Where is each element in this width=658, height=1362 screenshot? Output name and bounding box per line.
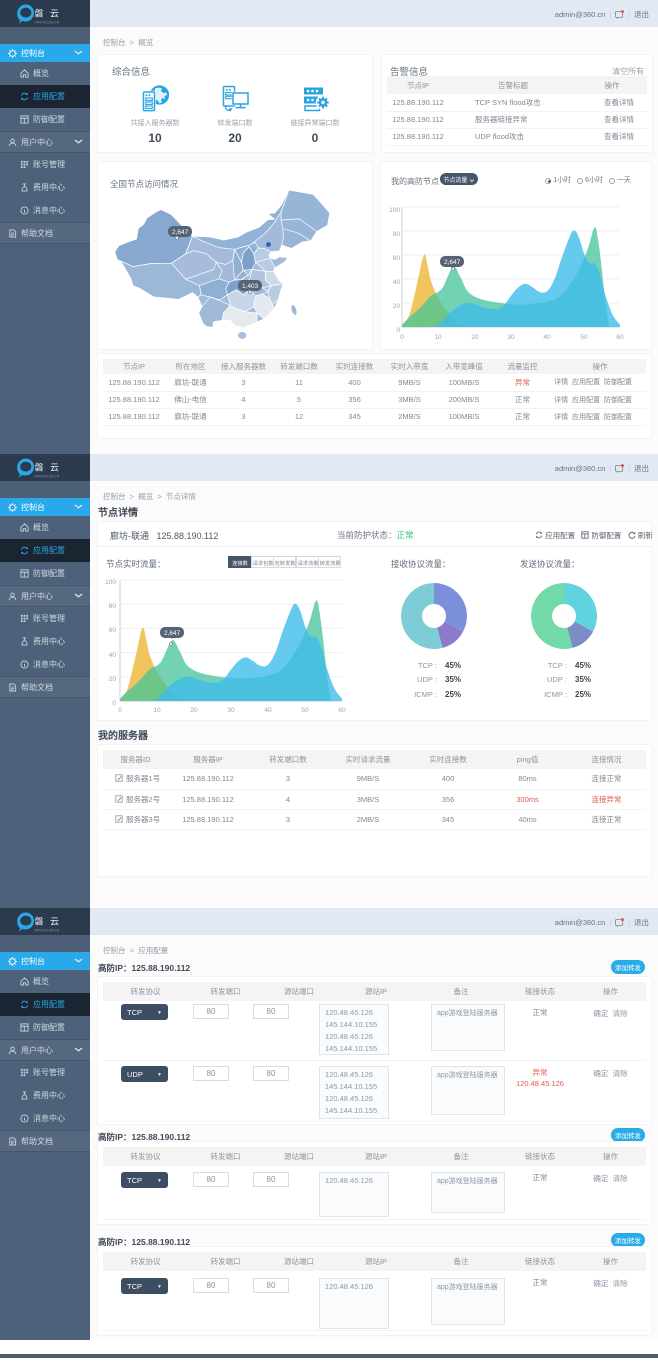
svg-text:磐: 磐	[35, 915, 44, 928]
svg-text:磐: 磐	[35, 7, 44, 20]
svg-text:云: 云	[50, 461, 59, 474]
svg-text:云: 云	[50, 915, 59, 928]
svg-text:云: 云	[50, 7, 59, 20]
svg-text:磐: 磐	[35, 461, 44, 474]
svg-text:PANYUN.360.CN: PANYUN.360.CN	[35, 474, 60, 479]
svg-text:PANYUN.360.CN: PANYUN.360.CN	[35, 20, 60, 25]
svg-text:PANYUN.360.CN: PANYUN.360.CN	[35, 928, 60, 933]
